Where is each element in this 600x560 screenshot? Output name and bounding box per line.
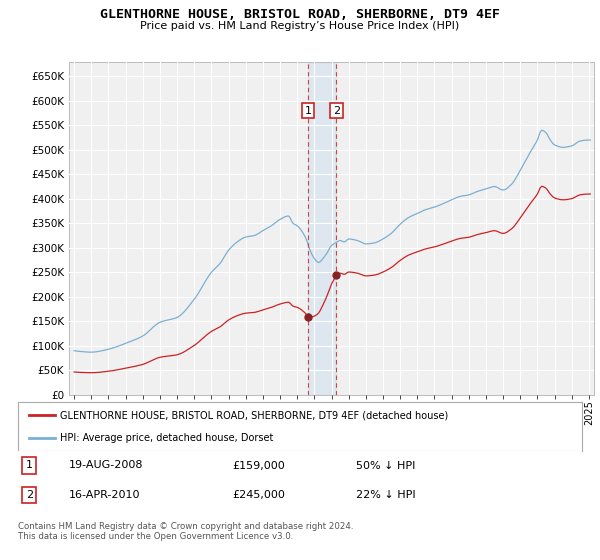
Text: 22% ↓ HPI: 22% ↓ HPI	[356, 490, 416, 500]
Text: GLENTHORNE HOUSE, BRISTOL ROAD, SHERBORNE, DT9 4EF: GLENTHORNE HOUSE, BRISTOL ROAD, SHERBORN…	[100, 8, 500, 21]
Text: 19-AUG-2008: 19-AUG-2008	[69, 460, 143, 470]
Text: 1: 1	[304, 106, 311, 115]
Bar	[308, 62, 337, 395]
Text: 50% ↓ HPI: 50% ↓ HPI	[356, 460, 416, 470]
Text: 2: 2	[333, 106, 340, 115]
Text: 16-APR-2010: 16-APR-2010	[69, 490, 140, 500]
Text: 2: 2	[26, 490, 33, 500]
Text: 1: 1	[26, 460, 33, 470]
Text: £159,000: £159,000	[232, 460, 285, 470]
Text: £245,000: £245,000	[232, 490, 285, 500]
Text: HPI: Average price, detached house, Dorset: HPI: Average price, detached house, Dors…	[60, 433, 274, 444]
Text: Contains HM Land Registry data © Crown copyright and database right 2024.
This d: Contains HM Land Registry data © Crown c…	[18, 522, 353, 542]
Text: GLENTHORNE HOUSE, BRISTOL ROAD, SHERBORNE, DT9 4EF (detached house): GLENTHORNE HOUSE, BRISTOL ROAD, SHERBORN…	[60, 410, 449, 421]
Text: Price paid vs. HM Land Registry’s House Price Index (HPI): Price paid vs. HM Land Registry’s House …	[140, 21, 460, 31]
